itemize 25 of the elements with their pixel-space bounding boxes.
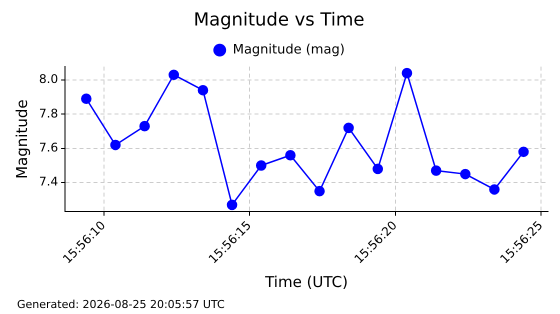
y-axis-title: Magnitude xyxy=(12,99,31,179)
text: Generated: 2026-08-25 20:05:57 UTC xyxy=(17,298,225,311)
point xyxy=(430,165,442,176)
point xyxy=(285,150,296,160)
point xyxy=(372,164,384,174)
chart-title: Magnitude vs Time xyxy=(194,9,364,30)
point xyxy=(110,140,121,150)
x-axis-title: Time (UTC) xyxy=(264,272,348,291)
point xyxy=(168,70,180,80)
y-tick-label: 8.0 xyxy=(38,72,58,86)
y-tick-label: 7.4 xyxy=(38,174,58,189)
point xyxy=(402,68,412,78)
legend-label: Magnitude (mag) xyxy=(232,42,345,58)
point xyxy=(81,94,92,104)
point xyxy=(314,186,325,196)
point xyxy=(518,146,529,158)
point xyxy=(226,200,238,210)
y-tick-label: 7.6 xyxy=(38,140,58,155)
y-tick-label: 7.8 xyxy=(38,106,58,120)
point xyxy=(489,184,500,195)
point xyxy=(460,168,471,180)
point xyxy=(343,122,354,134)
point xyxy=(198,84,208,96)
point xyxy=(139,120,150,132)
point xyxy=(256,160,266,171)
